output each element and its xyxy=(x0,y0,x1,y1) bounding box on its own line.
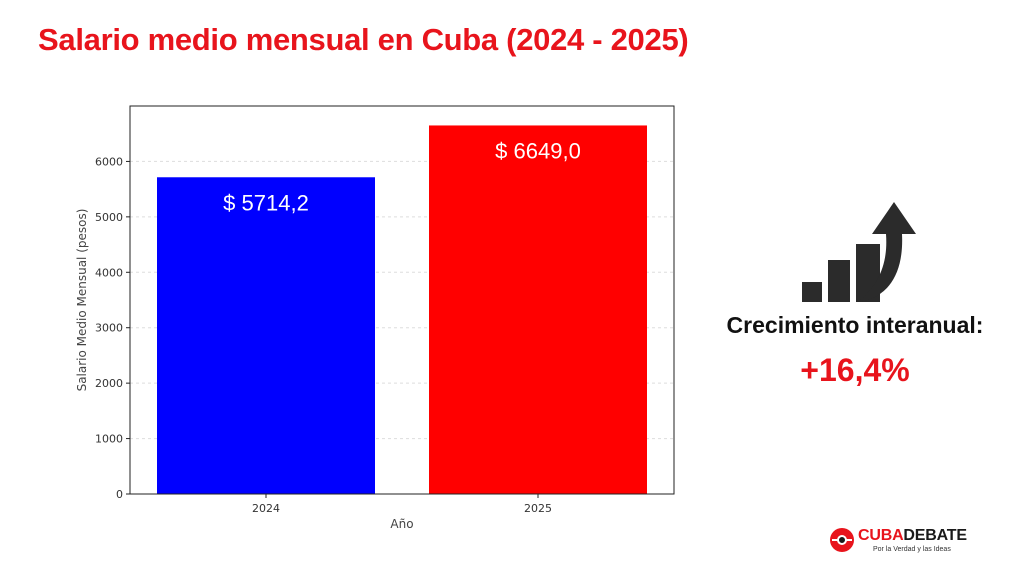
rising-bars-arrow-icon xyxy=(802,202,916,302)
logo-mark-icon xyxy=(830,528,854,552)
growth-label: Crecimiento interanual: xyxy=(726,312,984,338)
x-axis-ticks: 2024 2025 xyxy=(252,494,552,515)
y-tick-label: 4000 xyxy=(95,266,123,279)
y-tick-label: 5000 xyxy=(95,211,123,224)
bar-2024 xyxy=(157,177,375,494)
y-tick-label: 3000 xyxy=(95,322,123,335)
x-tick-label-2024: 2024 xyxy=(252,502,280,515)
x-axis-label: Año xyxy=(390,517,413,531)
y-tick-label: 1000 xyxy=(95,433,123,446)
bar-2025 xyxy=(429,125,647,494)
y-tick-label: 0 xyxy=(116,488,123,501)
logo-wordmark: CUBADEBATE xyxy=(858,527,967,544)
logo-tagline: Por la Verdad y las Ideas xyxy=(873,546,951,553)
y-tick-label: 6000 xyxy=(95,155,123,168)
page-title: Salario medio mensual en Cuba (2024 - 20… xyxy=(38,22,689,57)
bar-value-label-2025: $ 6649,0 xyxy=(495,138,581,163)
plot-frame xyxy=(129,105,675,495)
growth-value: +16,4% xyxy=(800,352,910,388)
y-tick-label: 2000 xyxy=(95,377,123,390)
bar-chart: $ 5714,2 $ 6649,0 0 1000 2000 3000 4000 5000 60… xyxy=(75,105,675,531)
bars: $ 5714,2 $ 6649,0 xyxy=(157,125,647,494)
y-axis-label: Salario Medio Mensual (pesos) xyxy=(75,209,89,392)
bar-value-label-2024: $ 5714,2 xyxy=(223,190,309,215)
x-tick-label-2025: 2025 xyxy=(524,502,552,515)
y-axis-ticks: 0 1000 2000 3000 4000 5000 6000 xyxy=(95,155,130,501)
